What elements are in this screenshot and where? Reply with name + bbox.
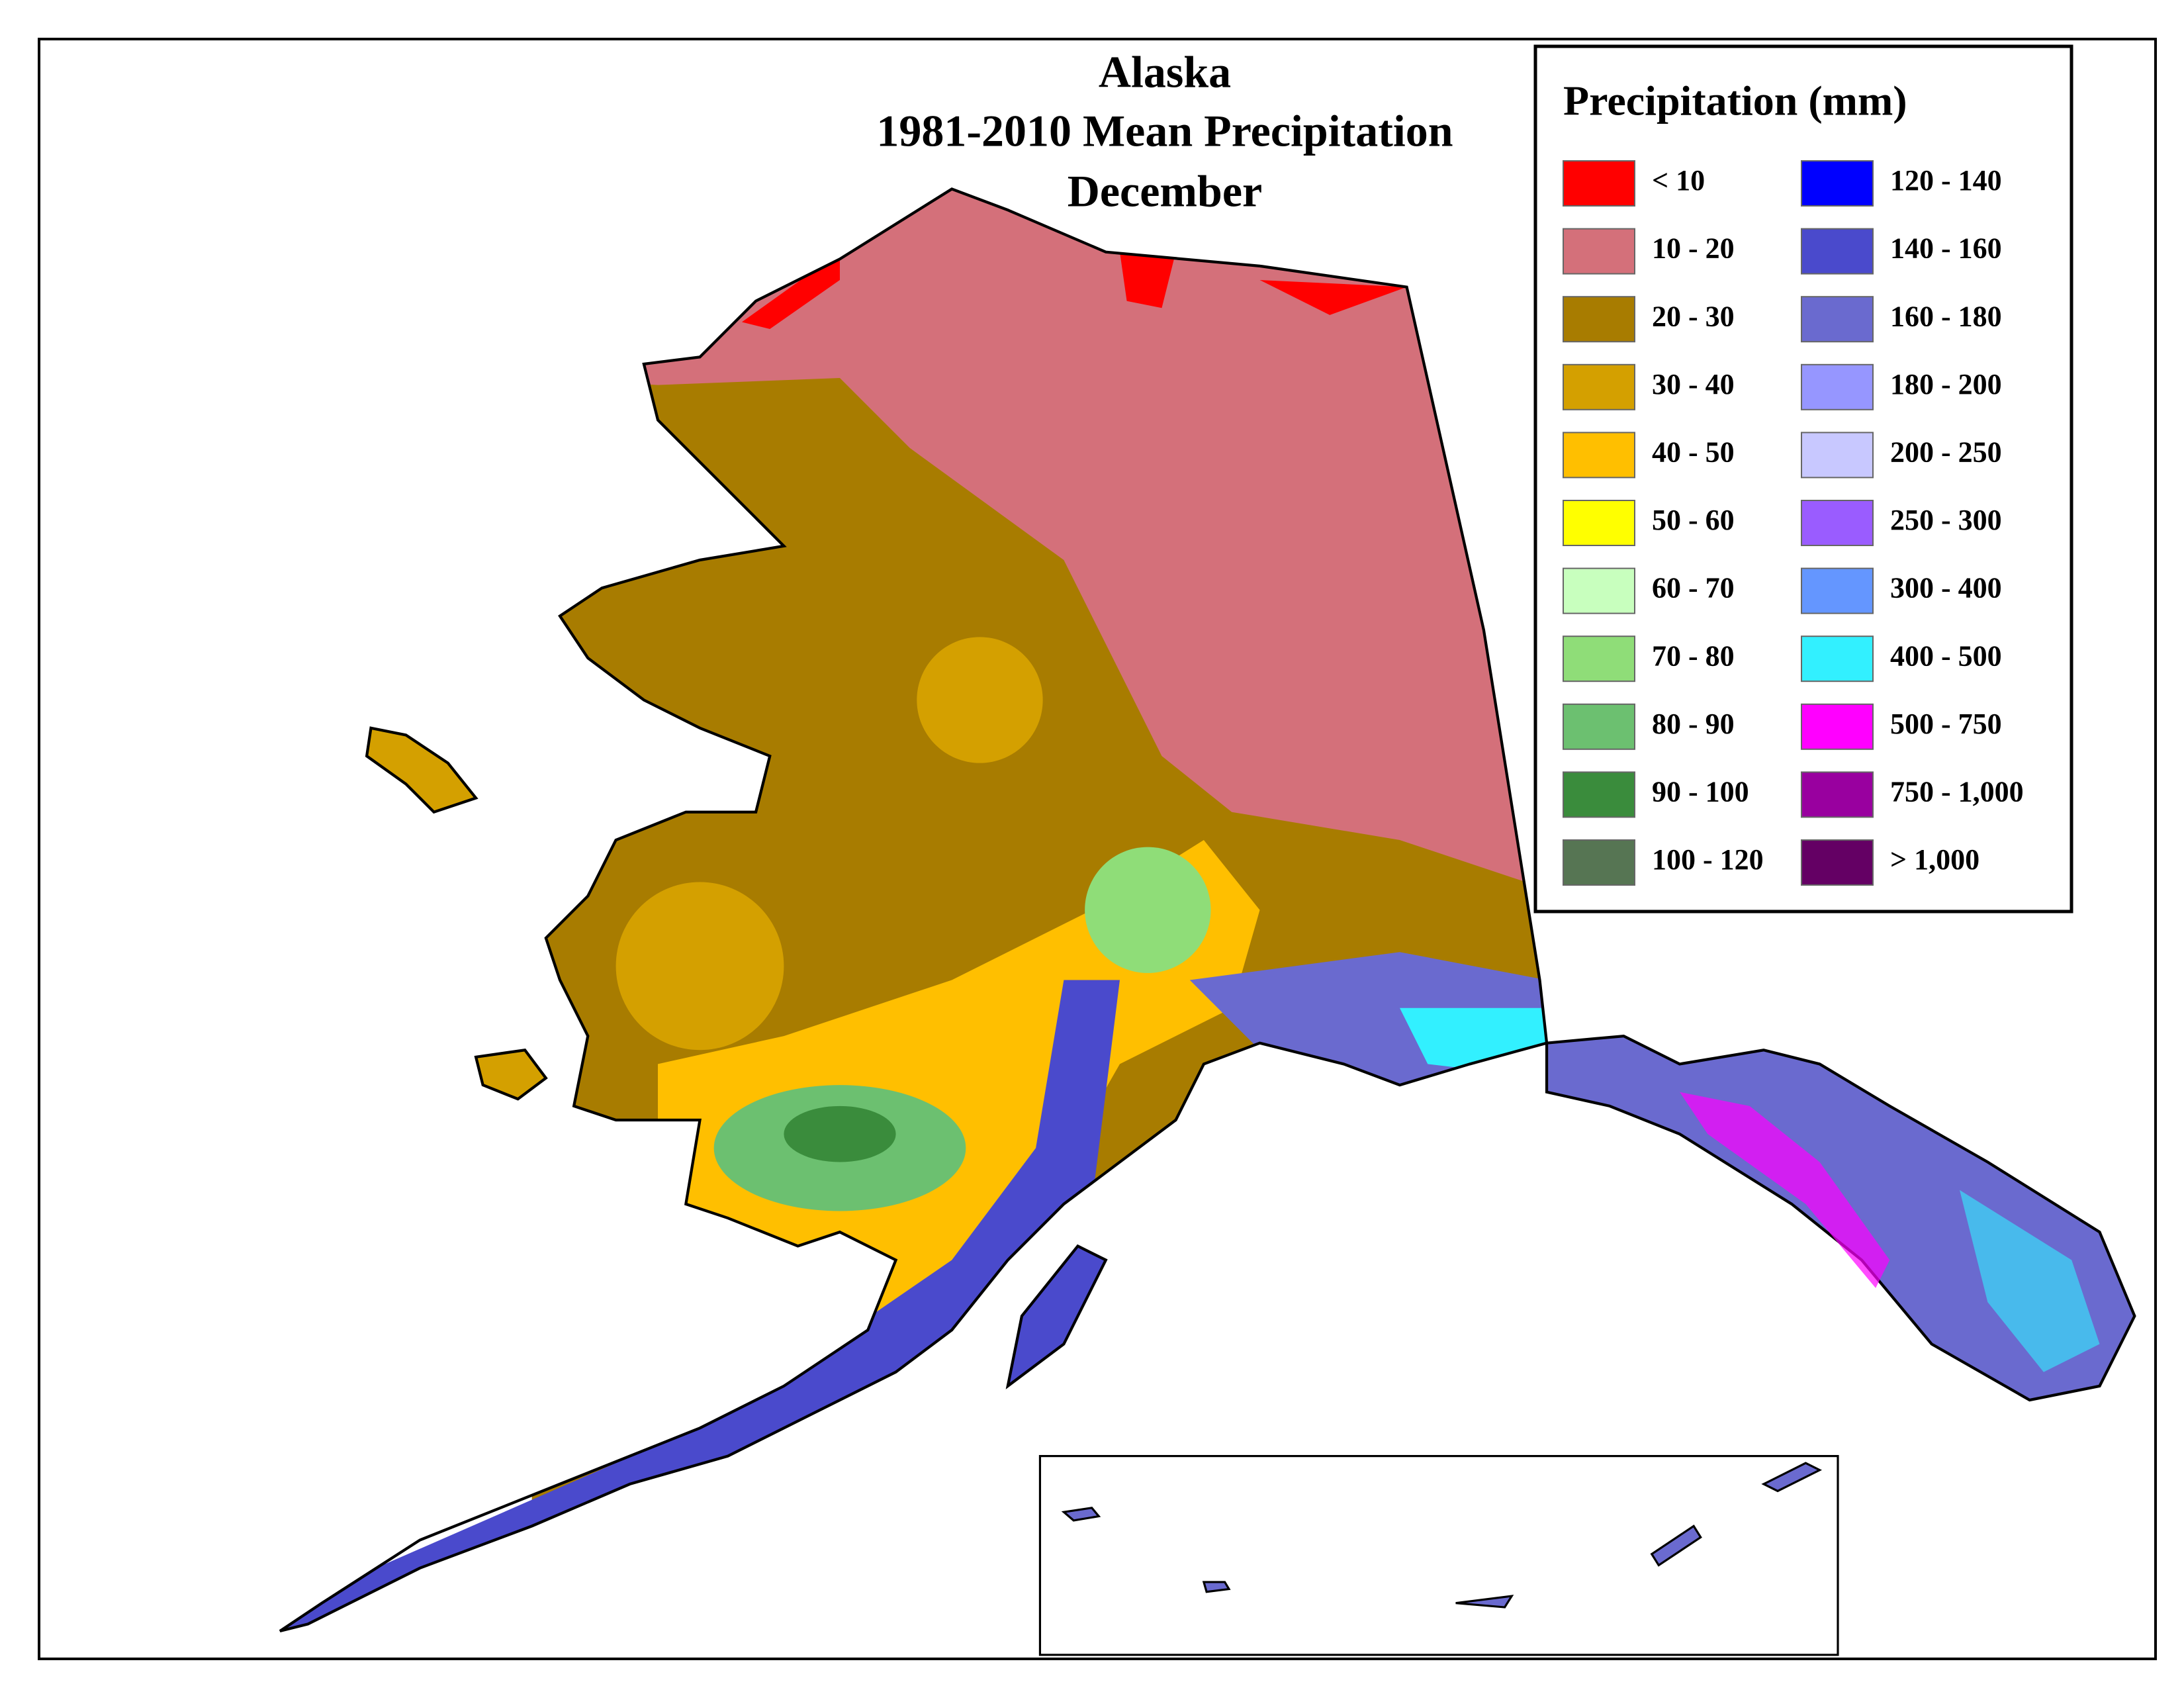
legend-label: 120 - 140 (1890, 164, 2002, 197)
legend-swatch (1801, 703, 1874, 750)
legend-label: 60 - 70 (1652, 572, 1735, 604)
legend-swatch (1563, 635, 1635, 682)
legend-swatch (1563, 771, 1635, 818)
legend-swatch (1563, 432, 1635, 479)
legend-swatch (1801, 839, 1874, 886)
legend-label: 70 - 80 (1652, 639, 1735, 672)
legend-swatch (1563, 296, 1635, 343)
inset-box (1038, 1455, 1839, 1656)
legend: Precipitation (mm) < 10 10 - 20 20 - 30 30 … (1533, 44, 2073, 914)
title-line: December (1068, 166, 1262, 216)
legend-swatch (1801, 500, 1874, 546)
legend-swatch (1563, 228, 1635, 275)
map-title: Alaska 1981-2010 Mean Precipitation Dece… (876, 47, 1453, 216)
legend-swatch (1801, 160, 1874, 207)
title-line: Alaska (1099, 47, 1231, 97)
legend-swatch (1801, 363, 1874, 410)
legend-swatch (1563, 567, 1635, 614)
legend-swatch (1563, 839, 1635, 886)
legend-label: 20 - 30 (1652, 300, 1735, 332)
legend-label: 10 - 20 (1652, 232, 1735, 265)
legend-label: 100 - 120 (1652, 843, 1764, 876)
legend-label: 250 - 300 (1890, 504, 2002, 536)
legend-label: 80 - 90 (1652, 708, 1735, 740)
legend-swatch (1801, 567, 1874, 614)
legend-label: < 10 (1652, 164, 1705, 197)
legend-swatch (1801, 228, 1874, 275)
coastline (279, 187, 1549, 1633)
legend-swatch (1801, 296, 1874, 343)
legend-label: 300 - 400 (1890, 572, 2002, 604)
legend-swatch (1801, 432, 1874, 479)
legend-swatch (1801, 635, 1874, 682)
legend-title: Precipitation (mm) (1563, 77, 1907, 124)
legend-label: 200 - 250 (1890, 436, 2002, 468)
legend-label: 90 - 100 (1652, 775, 1749, 808)
legend-label: 160 - 180 (1890, 300, 2002, 332)
nunivak-island (474, 1048, 548, 1101)
legend-label: 30 - 40 (1652, 368, 1735, 400)
legend-swatch (1563, 160, 1635, 207)
panhandle-coast (1960, 1190, 2100, 1372)
legend-label: 50 - 60 (1652, 504, 1735, 536)
title-line: 1981-2010 Mean Precipitation (876, 106, 1453, 156)
kodiak-island (1005, 1244, 1108, 1389)
legend-label: 180 - 200 (1890, 368, 2002, 400)
legend-label: > 1,000 (1890, 843, 1979, 876)
legend-swatch (1563, 500, 1635, 546)
legend-label: 40 - 50 (1652, 436, 1735, 468)
legend-label: 400 - 500 (1890, 639, 2002, 672)
legend-swatch (1801, 771, 1874, 818)
panhandle-wet (1680, 1092, 1890, 1288)
legend-label: 140 - 160 (1890, 232, 2002, 265)
legend-swatch (1563, 363, 1635, 410)
legend-label: 750 - 1,000 (1890, 775, 2024, 808)
legend-swatch (1563, 703, 1635, 750)
inset-islands (1061, 1462, 1823, 1609)
st-lawrence-island (365, 726, 478, 814)
legend-label: 500 - 750 (1890, 708, 2002, 740)
